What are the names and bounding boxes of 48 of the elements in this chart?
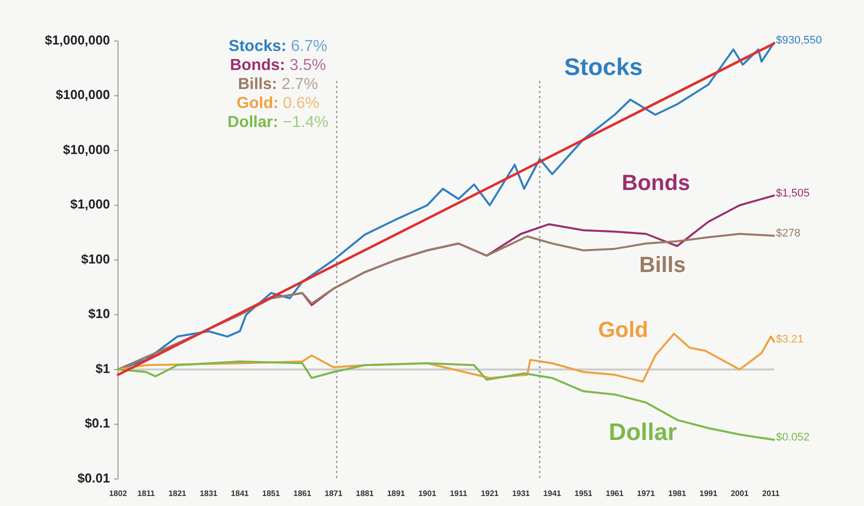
- x-tick-label: 1971: [637, 489, 656, 498]
- x-tick-label: 1881: [356, 489, 374, 498]
- y-tick-label: $0.1: [84, 416, 110, 431]
- line-series: [117, 360, 775, 441]
- annotation: Gold: 0.6%: [236, 95, 320, 112]
- data-label: $0.052: [776, 432, 810, 444]
- x-tick-label: 1871: [324, 489, 343, 498]
- x-tick-label: 1911: [450, 489, 468, 498]
- x-tick-label: 1821: [168, 489, 187, 498]
- series-label: Bonds: [622, 170, 690, 195]
- series-label: Dollar: [608, 419, 677, 446]
- series-label: Stocks: [564, 54, 643, 81]
- x-tick-label: 1931: [512, 489, 530, 498]
- data-label: $1,505: [776, 187, 810, 200]
- x-tick-label: 1851: [262, 489, 281, 498]
- x-tick-label: 1861: [293, 489, 312, 498]
- x-tick-label: 1891: [387, 489, 406, 498]
- y-tick-label: $100: [81, 251, 110, 266]
- data-label: $3.21: [776, 334, 804, 346]
- annotation: Bonds: 3.5%: [230, 57, 326, 74]
- data-label: $930,550: [776, 34, 822, 47]
- y-tick-label: $1,000: [70, 196, 110, 212]
- x-tick-label: 1981: [668, 489, 687, 498]
- series-label: Gold: [598, 317, 648, 342]
- line-series: [117, 232, 775, 370]
- x-tick-label: 1831: [200, 489, 218, 498]
- x-tick-label: 2001: [730, 489, 750, 498]
- y-tick-label: $100,000: [56, 87, 110, 102]
- x-tick-label: 1802: [109, 489, 128, 498]
- y-tick-label: $10,000: [63, 142, 110, 157]
- y-tick-label: $1,000,000: [44, 32, 110, 48]
- x-tick-label: 1921: [480, 489, 500, 498]
- annotation: Dollar: −1.4%: [228, 114, 328, 132]
- annotation: Bills: 2.7%: [238, 76, 318, 94]
- annotation: Stocks: 6.7%: [228, 38, 328, 56]
- y-tick-label: $10: [88, 306, 110, 322]
- x-tick-label: 1961: [606, 489, 624, 498]
- x-tick-label: 1991: [700, 489, 718, 498]
- x-tick-label: 1941: [543, 489, 562, 498]
- series-label: Bills: [639, 252, 686, 277]
- x-tick-label: 2011: [762, 489, 780, 498]
- x-tick-label: 1841: [230, 489, 250, 498]
- data-label: $278: [776, 228, 800, 240]
- x-tick-label: 1951: [574, 489, 593, 498]
- y-tick-label: $1: [96, 360, 110, 376]
- y-tick-label: $0.01: [77, 470, 110, 486]
- x-tick-label: 1901: [418, 489, 437, 498]
- x-tick-label: 1811: [137, 489, 156, 498]
